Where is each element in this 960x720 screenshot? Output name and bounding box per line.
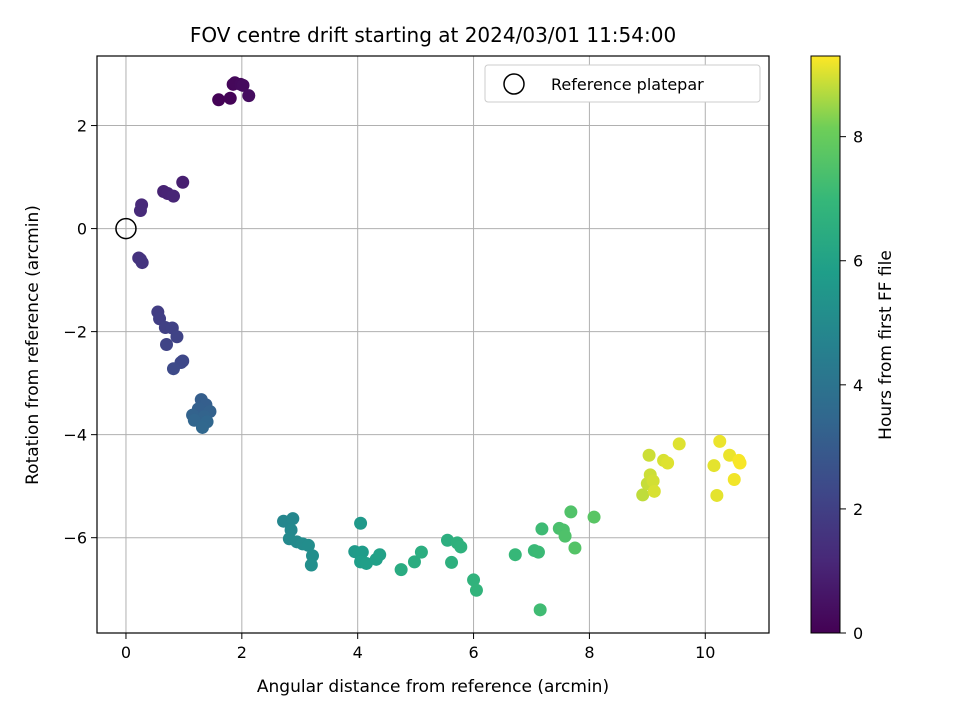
data-point — [672, 437, 686, 451]
data-point — [469, 583, 483, 597]
data-point — [242, 89, 256, 103]
data-point — [467, 573, 481, 587]
data-point — [301, 538, 315, 552]
y-axis-label: Rotation from reference (arcmin) — [23, 205, 43, 485]
data-point — [176, 175, 190, 189]
data-point — [166, 362, 180, 376]
data-point — [733, 456, 747, 470]
x-tick-label: 4 — [353, 643, 363, 662]
data-point — [440, 533, 454, 547]
data-point — [713, 434, 727, 448]
data-point — [135, 256, 149, 270]
data-point — [407, 555, 421, 569]
data-point — [133, 204, 147, 218]
data-point — [286, 512, 300, 526]
data-point — [170, 330, 184, 344]
data-point — [568, 541, 582, 555]
data-point — [646, 474, 660, 488]
x-tick-label: 0 — [121, 643, 131, 662]
data-point — [212, 93, 226, 107]
x-axis-label: Angular distance from reference (arcmin) — [257, 677, 609, 697]
y-tick-label: −4 — [63, 426, 87, 445]
x-axis-ticks: 0 2 4 6 8 10 — [121, 633, 715, 662]
colorbar-tick-label: 8 — [853, 128, 863, 147]
data-point — [394, 563, 408, 577]
data-point — [304, 558, 318, 572]
legend: Reference platepar — [484, 64, 761, 103]
grid-lines — [97, 56, 769, 633]
y-tick-label: −2 — [63, 323, 87, 342]
y-axis-ticks: −6 −4 −2 0 2 — [63, 117, 97, 548]
data-point — [160, 338, 174, 351]
legend-label: Reference platepar — [551, 75, 704, 94]
reference-point — [115, 217, 137, 240]
data-point — [533, 603, 547, 617]
colorbar-tick-label: 2 — [853, 500, 863, 519]
chart-title: FOV centre drift starting at 2024/03/01 … — [190, 23, 676, 47]
data-point — [587, 510, 601, 524]
plot-frame — [96, 55, 770, 634]
data-point — [647, 484, 661, 498]
data-point — [373, 548, 387, 562]
legend-marker — [503, 73, 525, 95]
data-point — [414, 545, 428, 559]
y-tick-label: 0 — [77, 220, 87, 239]
data-point — [354, 516, 368, 530]
data-point — [535, 522, 549, 536]
colorbar-tick-label: 0 — [853, 624, 863, 643]
colorbar-tick-label: 6 — [853, 252, 863, 271]
colorbar-ticks: 0 2 4 6 8 — [840, 128, 863, 643]
x-tick-label: 6 — [468, 643, 478, 662]
data-point — [508, 548, 522, 562]
colorbar — [810, 55, 841, 634]
y-tick-label: −6 — [63, 529, 87, 548]
x-tick-label: 8 — [584, 643, 594, 662]
data-point — [531, 545, 545, 559]
data-point — [661, 456, 675, 470]
data-point — [727, 472, 741, 486]
data-point — [195, 420, 209, 434]
data-point — [564, 505, 578, 519]
colorbar-label: Hours from first FF file — [876, 250, 896, 440]
data-point — [355, 545, 369, 559]
x-tick-label: 2 — [237, 643, 247, 662]
data-point — [166, 189, 180, 203]
legend-box — [484, 64, 761, 103]
x-tick-label: 10 — [695, 643, 715, 662]
data-point — [707, 459, 721, 473]
data-point — [236, 78, 250, 92]
data-point — [454, 540, 468, 554]
data-point — [636, 488, 650, 502]
data-point — [359, 556, 373, 570]
data-point — [642, 448, 656, 462]
colorbar-tick-label: 4 — [853, 376, 863, 395]
data-point — [223, 91, 237, 105]
data-point — [558, 529, 572, 543]
data-points — [132, 76, 747, 617]
data-point — [445, 555, 459, 569]
data-point — [710, 488, 724, 502]
y-tick-label: 2 — [77, 117, 87, 136]
